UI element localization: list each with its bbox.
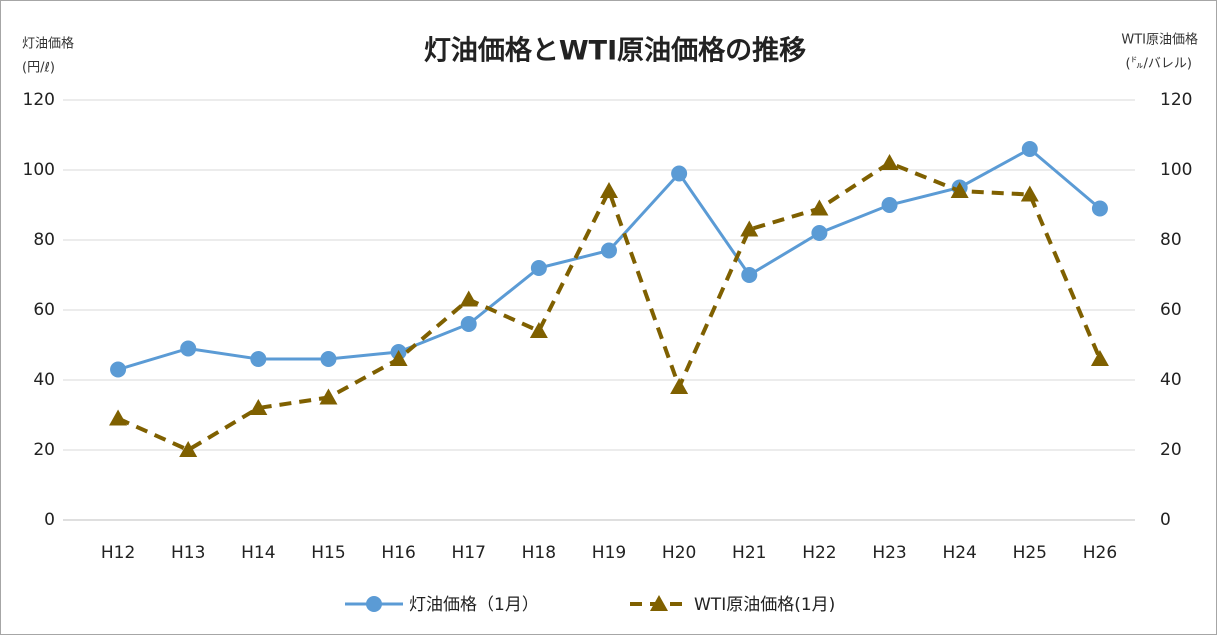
x-tick-label: H26 — [1083, 543, 1117, 563]
point — [1091, 200, 1108, 217]
point — [880, 154, 899, 170]
point — [109, 409, 128, 426]
x-tick-label: H15 — [311, 543, 345, 563]
y2-axis-title: WTI原油価格 — [1121, 32, 1198, 48]
x-tick-label: H16 — [381, 543, 415, 563]
point — [459, 290, 478, 307]
point — [741, 267, 758, 283]
chart-title: 灯油価格とWTI原油価格の推移 — [424, 36, 806, 67]
y2-tick-label: 20 — [1160, 440, 1182, 460]
point — [600, 182, 618, 198]
x-tick-label: H24 — [942, 543, 976, 563]
point — [110, 361, 127, 378]
point — [1090, 350, 1109, 366]
legend-label: 灯油価格（1月） — [409, 595, 539, 615]
point — [249, 399, 268, 415]
point — [320, 351, 337, 367]
series-line — [117, 160, 1102, 453]
y-axis-title: (円/ℓ) — [22, 61, 55, 76]
point — [810, 199, 829, 216]
point — [601, 242, 617, 259]
x-tick-label: H23 — [872, 543, 906, 563]
x-tick-label: H21 — [732, 543, 766, 563]
y-tick-label: 40 — [33, 370, 55, 390]
point — [530, 260, 547, 276]
y2-tick-label: 40 — [1160, 370, 1182, 390]
point — [180, 340, 197, 357]
y-axis-title: 灯油価格 — [22, 36, 74, 52]
point — [811, 225, 828, 241]
y-tick-label: 80 — [33, 230, 55, 250]
x-tick-label: H18 — [522, 543, 556, 563]
x-tick-label: H19 — [592, 543, 626, 563]
y2-axis-title: (㌦/バレル) — [1125, 57, 1192, 72]
point — [670, 378, 689, 394]
y2-tick-label: 0 — [1160, 510, 1171, 530]
x-tick-label: H13 — [171, 543, 205, 563]
y-tick-label: 120 — [23, 90, 55, 110]
y2-tick-label: 80 — [1160, 230, 1182, 250]
point — [671, 165, 688, 182]
x-tick-label: H14 — [241, 543, 275, 563]
point — [389, 350, 408, 366]
x-tick-label: H12 — [101, 543, 135, 563]
legend-marker — [650, 595, 668, 611]
x-tick-label: H22 — [802, 543, 836, 563]
point — [250, 351, 267, 367]
x-tick-label: H25 — [1013, 543, 1047, 563]
x-tick-label: H17 — [452, 543, 486, 563]
y-tick-label: 60 — [33, 300, 55, 320]
y-tick-label: 100 — [23, 160, 55, 180]
y-tick-label: 20 — [33, 440, 55, 460]
y2-tick-label: 60 — [1160, 300, 1182, 320]
point — [950, 182, 969, 198]
legend-marker — [366, 596, 382, 612]
point — [460, 316, 477, 332]
point — [740, 220, 759, 237]
point — [881, 197, 898, 213]
x-tick-label: H20 — [662, 543, 696, 563]
point — [1021, 141, 1038, 157]
y2-tick-label: 100 — [1160, 160, 1192, 180]
point — [179, 441, 198, 457]
y-tick-label: 0 — [44, 510, 55, 530]
point — [1020, 185, 1039, 202]
point — [529, 322, 548, 338]
legend-label: WTI原油価格(1月) — [694, 595, 835, 615]
point — [319, 388, 338, 405]
y2-tick-label: 120 — [1160, 90, 1192, 110]
